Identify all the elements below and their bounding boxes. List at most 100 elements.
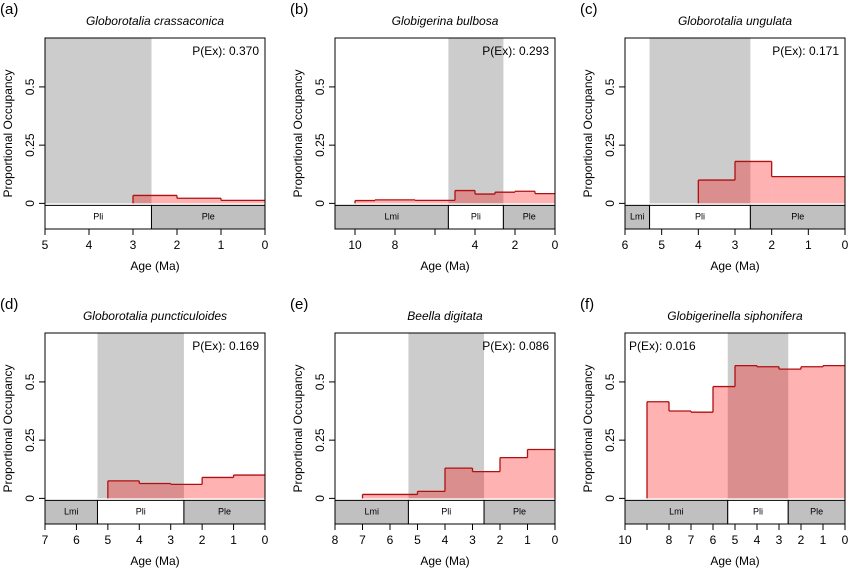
bin (417, 491, 445, 499)
x-tick-label: 0 (262, 238, 269, 252)
bin (455, 190, 475, 204)
bin (500, 457, 528, 499)
epoch-label: Lmi (630, 212, 645, 222)
annotation: P(Ex): 0.086 (482, 339, 549, 353)
bin (221, 200, 265, 204)
x-tick-label: 4 (136, 533, 143, 547)
bin (233, 475, 265, 499)
x-tick-label: 5 (414, 533, 421, 547)
epoch-label: Pli (136, 507, 146, 517)
y-axis-label: Proportional Occupancy (291, 69, 305, 197)
x-tick-label: 3 (167, 533, 174, 547)
plot-frame (44, 332, 266, 525)
annotation: P(Ex): 0.016 (629, 339, 696, 353)
y-tick-label: 0.25 (603, 428, 617, 452)
epoch-label: Lmi (364, 507, 379, 517)
x-tick-label: 2 (768, 238, 775, 252)
bin (823, 365, 845, 499)
y-tick-label: 0.5 (23, 78, 37, 95)
x-tick-label: 1 (218, 238, 225, 252)
y-tick-label: 0.5 (603, 78, 617, 95)
x-tick-label: 4 (754, 533, 761, 547)
epoch-label: Ple (513, 507, 526, 517)
y-tick-label: 0 (23, 495, 37, 502)
epoch-label: Ple (202, 212, 215, 222)
y-tick-label: 0.25 (313, 133, 327, 157)
x-tick-label: 2 (199, 533, 206, 547)
x-tick-label: 5 (658, 238, 665, 252)
panel-title: Globigerina bulbosa (392, 14, 499, 28)
y-tick-label: 0 (23, 200, 37, 207)
y-tick-label: 0 (603, 495, 617, 502)
x-tick-label: 1 (524, 533, 531, 547)
shaded-interval (448, 38, 504, 204)
x-tick-label: 5 (42, 238, 49, 252)
x-tick-label: 6 (622, 238, 629, 252)
panel-letter: (d) (0, 296, 18, 313)
bin (445, 468, 473, 499)
annotation: P(Ex): 0.171 (772, 44, 839, 58)
x-tick-label: 2 (174, 238, 181, 252)
bin (647, 401, 669, 499)
bin (515, 191, 535, 204)
panel: Lmi Pli Ple 10 8 4 2 0 0 0.25 0.5 Age (Ma) Proportio… (290, 1, 559, 273)
bin (362, 494, 418, 499)
panel-letter: (f) (580, 296, 594, 313)
y-axis-label: Proportional Occupancy (581, 364, 595, 492)
x-axis-label: Age (Ma) (710, 554, 759, 568)
bin (757, 366, 779, 499)
x-tick-label: 7 (359, 533, 366, 547)
epoch-label: Lmi (64, 507, 79, 517)
panel: Pli Ple 5 4 3 2 1 0 0 0.25 0.5 Age (Ma) Proportional… (0, 1, 269, 273)
x-tick-label: 0 (262, 533, 269, 547)
epoch-label: Ple (218, 507, 231, 517)
y-tick-label: 0 (313, 200, 327, 207)
x-tick-label: 6 (73, 533, 80, 547)
x-tick-label: 3 (776, 533, 783, 547)
x-tick-label: 0 (552, 238, 559, 252)
x-tick-label: 2 (497, 533, 504, 547)
epoch-box (183, 499, 265, 524)
epoch-label: Lmi (384, 212, 399, 222)
x-tick-label: 4 (695, 238, 702, 252)
x-axis-label: Age (Ma) (130, 554, 179, 568)
shaded-interval (649, 38, 751, 204)
epoch-label: Ple (523, 212, 536, 222)
bin (698, 180, 735, 204)
epoch-label: Pli (441, 507, 451, 517)
shaded-interval (45, 38, 152, 204)
y-tick-label: 0.5 (23, 373, 37, 390)
panel-letter: (c) (580, 1, 598, 18)
panel: Lmi Pli Ple 6 5 4 3 2 1 0 0 0.25 0.5 Age (Ma) Proporti… (580, 1, 849, 273)
bin (133, 195, 177, 204)
x-tick-label: 4 (86, 238, 93, 252)
bin (669, 411, 691, 499)
bin (139, 483, 171, 499)
x-tick-label: 4 (442, 533, 449, 547)
x-tick-label: 0 (552, 533, 559, 547)
bin (495, 192, 515, 204)
x-axis-label: Age (Ma) (420, 554, 469, 568)
panel-letter: (a) (0, 1, 18, 18)
bin (771, 176, 845, 204)
panel-letter: (e) (290, 296, 308, 313)
panel-letter: (b) (290, 1, 308, 18)
bin (535, 193, 555, 204)
epoch-label: Ple (810, 507, 823, 517)
annotation: P(Ex): 0.293 (482, 44, 549, 58)
x-tick-label: 7 (42, 533, 49, 547)
panel: Lmi Pli Ple 8 7 6 5 4 3 2 1 0 0 0.25 0.5 Age (Ma) Propor… (290, 296, 559, 568)
bin (177, 198, 221, 204)
x-tick-label: 6 (387, 533, 394, 547)
panel-title: Globorotalia puncticuloides (83, 309, 227, 323)
annotation: P(Ex): 0.169 (192, 339, 259, 353)
plot-area (45, 333, 265, 524)
shaded-interval (97, 333, 184, 499)
epoch-label: Ple (791, 212, 804, 222)
x-axis-label: Age (Ma) (130, 259, 179, 273)
x-tick-label: 0 (842, 533, 849, 547)
y-tick-label: 0.25 (23, 428, 37, 452)
y-tick-label: 0.25 (603, 133, 617, 157)
x-tick-label: 5 (105, 533, 112, 547)
